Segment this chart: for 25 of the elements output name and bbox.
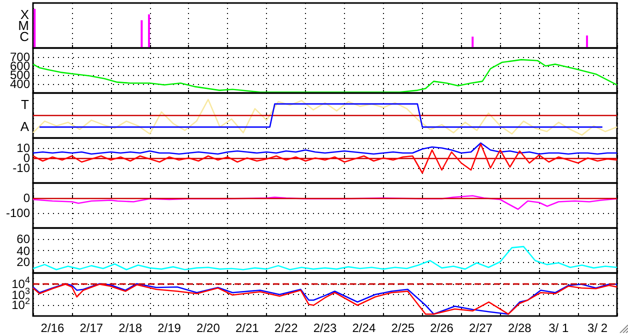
x-tick-label: 3/ 1 [548,321,569,334]
x-tick-label: 2/17 [80,321,104,334]
y-tick-label: -100 [6,206,30,220]
x-tick-label: 2/28 [508,321,532,334]
line-series [32,142,618,155]
x-tick-label: 2/25 [391,321,415,334]
y-tick-label: 0 [23,191,30,205]
text: A [20,119,30,134]
y-tick-label: 40 [16,244,30,258]
y-tick-label: 60 [16,232,30,246]
x-tick-label: 2/21 [235,321,260,334]
x-tick-label: 2/20 [196,321,220,334]
x-tick-label: 2/19 [158,321,182,334]
x-tick-label: 2/24 [352,321,376,334]
x-tick-label: 2/26 [430,321,454,334]
text: T [21,97,30,112]
y-tick-label: 20 [16,254,30,269]
x-tick-label: 2/16 [40,321,64,334]
line-series [32,143,618,174]
x-tick-label: 3/ 2 [588,321,608,334]
x-tick-label: 2/18 [118,321,142,334]
x-tick-label: 2/27 [469,321,493,334]
x-tick-label: 2/23 [313,321,337,334]
x-tick-label: 2/22 [274,321,298,334]
line-series [32,246,618,270]
